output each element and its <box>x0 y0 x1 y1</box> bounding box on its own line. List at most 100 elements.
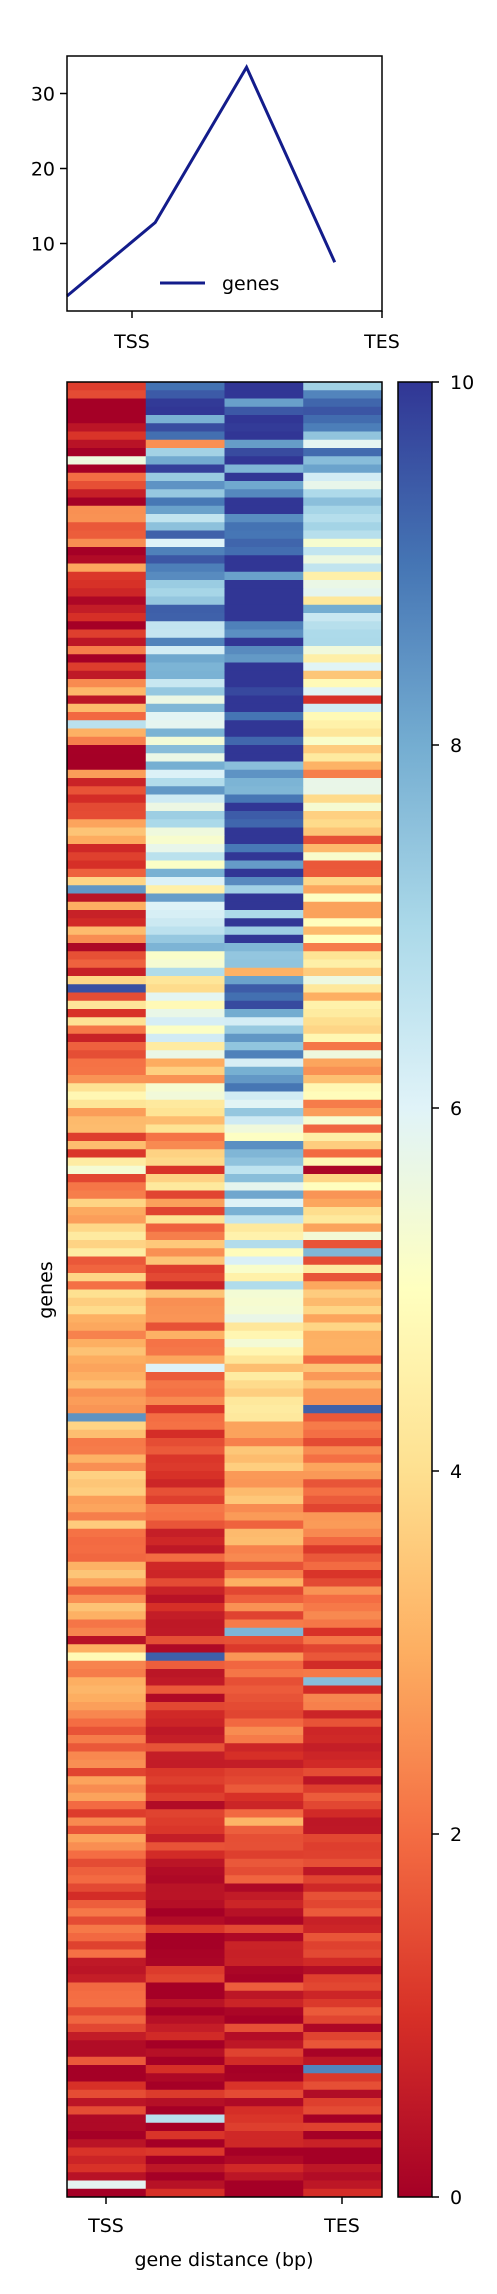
heatmap-cell <box>303 1908 383 1917</box>
heatmap-cell <box>303 1512 383 1521</box>
heatmap-cell <box>303 1487 383 1497</box>
heatmap-cell <box>303 1421 383 1431</box>
heatmap-cell <box>67 844 147 853</box>
heatmap-cell <box>303 1669 383 1678</box>
heatmap-cell <box>145 382 225 391</box>
heatmap-cell <box>303 439 383 449</box>
heatmap-cell <box>145 893 225 903</box>
heatmap-cell <box>67 827 147 837</box>
heatmap-cell <box>303 745 383 754</box>
heatmap-cell <box>145 794 225 804</box>
heatmap-cell <box>224 1834 304 1843</box>
heatmap-cell <box>224 1075 304 1084</box>
heatmap-cell <box>67 819 147 828</box>
heatmap-cell <box>303 1619 383 1629</box>
heatmap-cell <box>224 885 304 894</box>
heatmap-cell <box>224 761 304 771</box>
heatmap-cell <box>224 1636 304 1645</box>
heatmap-cell <box>303 1594 383 1604</box>
heatmap-cell <box>145 959 225 969</box>
heatmap-cell <box>224 1025 304 1035</box>
heatmap-cell <box>303 736 383 746</box>
heatmap-cell <box>224 1999 304 2008</box>
colorbar-tick-label: 0 <box>450 2187 462 2209</box>
heatmap-cell <box>67 1330 147 1340</box>
heatmap-cell <box>303 1215 383 1224</box>
heatmap-cell <box>303 918 383 927</box>
heatmap-cell <box>145 1900 225 1909</box>
line-y-tick-label: 30 <box>31 84 55 106</box>
heatmap-cell <box>224 1000 304 1010</box>
heatmap-cell <box>224 538 304 548</box>
heatmap-cell <box>145 1091 225 1101</box>
heatmap-cell <box>303 1875 383 1884</box>
heatmap-cell <box>303 646 383 655</box>
heatmap-cell <box>224 1306 304 1315</box>
heatmap-cell <box>224 1462 304 1472</box>
heatmap-x-label: gene distance (bp) <box>134 2249 313 2271</box>
heatmap-cell <box>224 2032 304 2041</box>
heatmap-cell <box>303 1429 383 1439</box>
heatmap-cell <box>67 1471 147 1480</box>
heatmap-cell <box>303 1776 383 1785</box>
heatmap-cell <box>224 745 304 754</box>
heatmap-cell <box>303 1966 383 1975</box>
heatmap-cell <box>145 1710 225 1719</box>
heatmap-cell <box>224 1966 304 1975</box>
heatmap-cell <box>67 2032 147 2041</box>
heatmap-cell <box>67 1033 147 1043</box>
heatmap-cell <box>145 1545 225 1554</box>
heatmap-cell <box>303 2188 383 2198</box>
heatmap-cell <box>145 1528 225 1538</box>
heatmap-cell <box>67 1627 147 1637</box>
heatmap-cell <box>145 530 225 540</box>
heatmap-cell <box>145 670 225 680</box>
heatmap-cell <box>67 1363 147 1373</box>
heatmap-cell <box>67 1256 147 1266</box>
heatmap-cell <box>224 712 304 721</box>
heatmap-cell <box>303 1495 383 1505</box>
heatmap-cell <box>145 1825 225 1835</box>
heatmap-cell <box>145 604 225 614</box>
heatmap-cell <box>67 926 147 936</box>
heatmap-cell <box>67 1553 147 1563</box>
heatmap-cell <box>145 728 225 738</box>
heatmap-cell <box>303 489 383 498</box>
heatmap-cell <box>224 1982 304 1992</box>
heatmap-cell <box>67 1058 147 1068</box>
heatmap-cell <box>145 654 225 663</box>
heatmap-cell <box>67 992 147 1002</box>
heatmap-cell <box>145 819 225 828</box>
heatmap-cell <box>303 1759 383 1769</box>
heatmap-cell <box>67 670 147 680</box>
heatmap-cell <box>67 1858 147 1868</box>
heatmap-cell <box>224 1033 304 1043</box>
heatmap-cell <box>224 1561 304 1571</box>
heatmap-cell <box>303 1132 383 1142</box>
heatmap-cell <box>303 1149 383 1158</box>
heatmap-cell <box>303 1091 383 1101</box>
heatmap-cell <box>303 1941 383 1950</box>
heatmap-cell <box>303 1718 383 1728</box>
heatmap-cell <box>145 1677 225 1686</box>
heatmap-cell <box>224 1289 304 1299</box>
heatmap-cell <box>303 1347 383 1356</box>
heatmap-cell <box>67 2172 147 2181</box>
heatmap-cell <box>67 1042 147 1051</box>
heatmap-cell <box>67 2056 147 2066</box>
heatmap-cell <box>145 1471 225 1480</box>
heatmap-cell <box>224 1537 304 1546</box>
heatmap-cell <box>145 2007 225 2016</box>
heatmap-cell <box>224 1413 304 1422</box>
heatmap-cell <box>145 1256 225 1266</box>
heatmap-cell <box>303 1174 383 1183</box>
heatmap-cell <box>303 1677 383 1686</box>
heatmap-cell <box>145 786 225 795</box>
heatmap-cell <box>224 2114 304 2124</box>
heatmap-cell <box>67 522 147 531</box>
heatmap-cell <box>224 1182 304 1191</box>
heatmap-cell <box>67 629 147 639</box>
heatmap-cell <box>67 1182 147 1191</box>
heatmap-cell <box>303 1240 383 1249</box>
heatmap-cell <box>224 835 304 845</box>
